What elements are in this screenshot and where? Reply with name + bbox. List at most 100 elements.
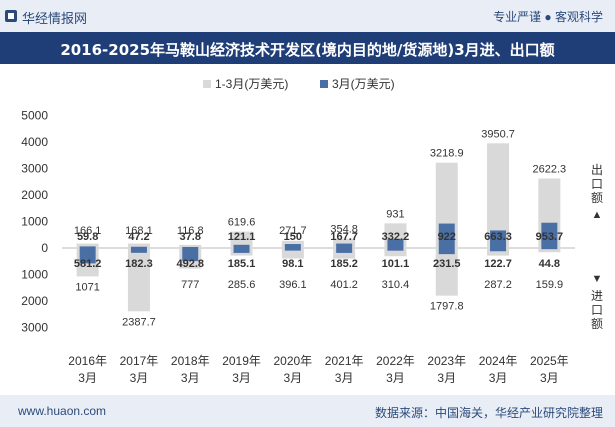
bar-ytd-import [487,248,510,256]
x-tick-month: 3月 [78,371,97,385]
bar-ytd-export [127,243,150,248]
brand-name: 华经情报网 [22,11,88,26]
footer-website[interactable]: www.huaon.com [18,404,107,418]
label-month-import: 44.8 [539,258,560,270]
bar-month-export [541,222,558,248]
bar-month-import [79,248,96,264]
label-month-export: 150 [284,231,302,243]
x-tick-year: 2017年 [120,354,159,368]
top-header-bar: 华经情报网 专业严谨 ● 客观科学 [0,0,615,32]
label-month-import: 98.1 [282,258,303,270]
x-tick-year: 2025年 [530,354,569,368]
x-tick-month: 3月 [540,371,559,385]
x-tick-month: 3月 [284,371,303,385]
legend-swatch-ytd [203,80,211,88]
side-import-char: 额 [591,317,603,331]
side-export-char: 额 [591,191,603,205]
bar-month-export [336,243,353,248]
x-tick-month: 3月 [181,371,200,385]
bar-ytd-export [487,143,510,248]
bar-ytd-import [281,248,304,259]
bar-month-import [284,248,301,251]
label-ytd-import: 2387.7 [122,316,156,328]
x-tick-year: 2020年 [273,354,312,368]
footer-source: 数据来源：中国海关，华经产业研究院整理 [374,406,603,420]
x-tick-year: 2024年 [479,354,518,368]
down-arrow-icon: ▼ [592,273,603,285]
label-ytd-export: 166.1 [74,225,102,237]
bar-month-import [541,248,558,250]
label-ytd-export: 168.1 [125,225,153,237]
data-labels: 166.159.8 581.2 1071 168.147.2 182.3 2387.7 11… [74,128,566,328]
x-tick-month: 3月 [437,371,456,385]
label-ytd-export: 2622.3 [533,164,567,176]
label-month-export: 922 [438,231,456,243]
label-ytd-export: 619.6 [228,217,256,229]
x-tick-year: 2023年 [427,354,466,368]
bars [76,143,561,312]
label-month-import: 185.1 [228,258,256,270]
x-tick-month: 3月 [489,371,508,385]
label-ytd-import: 285.6 [228,279,256,291]
side-export-char: 口 [591,177,603,191]
bar-month-import [233,248,250,253]
bar-month-export [79,246,96,248]
bar-month-import [336,248,353,253]
label-month-import: 581.2 [74,258,102,270]
x-tick-year: 2019年 [222,354,261,368]
bar-ytd-export [230,231,253,248]
y-tick-label: 3000 [21,321,48,335]
x-tick-year: 2016年 [68,354,107,368]
side-export-char: 出 [591,163,603,177]
bar-ytd-import [127,248,150,312]
y-tick-label: 1000 [21,215,48,229]
bar-ytd-import [333,248,356,259]
label-month-export: 953.7 [536,231,564,243]
label-ytd-export: 3950.7 [481,128,515,140]
slogan: 专业严谨 ● 客观科学 [493,10,603,24]
label-month-import: 492.8 [176,258,204,270]
bar-ytd-import [435,248,458,296]
y-tick-label: 1000 [21,268,48,282]
label-ytd-export: 116.8 [177,225,204,237]
y-tick-label: 4000 [21,135,48,149]
label-month-export: 167.7 [330,231,358,243]
label-month-export: 59.8 [77,231,98,243]
bar-ytd-import [538,248,561,253]
legend-swatch-month [320,80,328,88]
chart-area: 1-3月(万美元) 3月(万美元) 5000 4000 3000 2000 1000 0 10… [21,77,603,385]
title-bar: 2016-2025年马鞍山经济技术开发区(境内目的地/货源地)3月进、出口额 [0,32,615,64]
x-tick-year: 2021年 [325,354,364,368]
side-import-char: 口 [591,303,603,317]
bar-month-export [130,246,147,248]
footer-bar: www.huaon.com 数据来源：中国海关，华经产业研究院整理 [0,395,615,427]
y-axis: 5000 4000 3000 2000 1000 0 1000 2000 3000 [21,109,575,335]
bar-month-export [490,230,507,248]
legend: 1-3月(万美元) 3月(万美元) [203,77,395,91]
x-tick-year: 2018年 [171,354,210,368]
label-month-export: 121.1 [228,231,256,243]
x-tick-year: 2022年 [376,354,415,368]
x-tick-month: 3月 [130,371,149,385]
legend-label-month: 3月(万美元) [332,77,395,91]
label-month-import: 182.3 [125,258,153,270]
bar-month-import [490,248,507,252]
y-tick-label: 0 [41,241,48,255]
x-tick-month: 3月 [386,371,405,385]
label-ytd-import: 1797.8 [430,301,464,313]
label-month-export: 37.8 [180,231,201,243]
x-tick-month: 3月 [232,371,251,385]
x-tick-month: 3月 [335,371,354,385]
legend-label-ytd: 1-3月(万美元) [215,77,288,91]
bar-month-import [387,248,404,251]
label-ytd-import: 396.1 [279,279,307,291]
bar-month-export [387,239,404,248]
label-ytd-import: 777 [181,279,199,291]
bar-month-import [130,248,147,253]
bar-month-export [182,246,199,248]
y-tick-label: 3000 [21,162,48,176]
brand-logo-icon [5,10,17,22]
y-tick-label: 2000 [21,294,48,308]
label-month-import: 185.2 [330,258,358,270]
label-ytd-import: 401.2 [330,279,358,291]
